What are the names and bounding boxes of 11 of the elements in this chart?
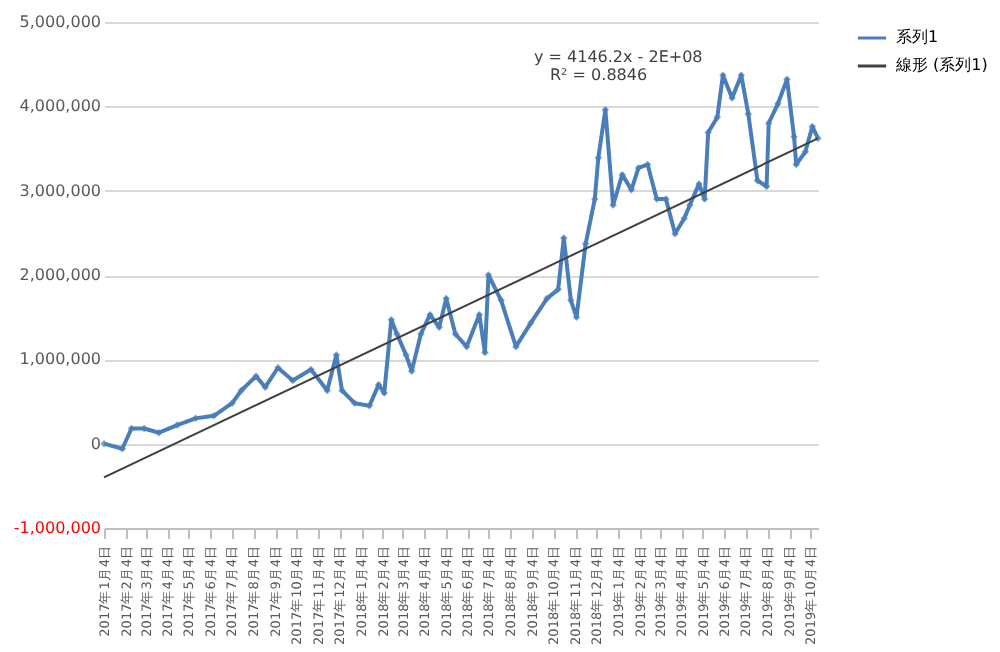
y-tick-label: 4,000,000 xyxy=(19,97,101,116)
annotation: R² = 0.8846 xyxy=(550,66,648,84)
annotation: y = 4146.2x - 2E+08 xyxy=(534,48,703,66)
y-tick-label: 2,000,000 xyxy=(19,266,101,284)
legend-label: 線形 (系列1) xyxy=(894,56,988,74)
y-tick-label: -1,000,000 xyxy=(13,519,101,537)
legend-label: 系列1 xyxy=(896,28,939,46)
y-tick-label: 5,000,000 xyxy=(19,13,101,31)
y-tick-label: 3,000,000 xyxy=(19,181,101,200)
y-tick-label: 1,000,000 xyxy=(19,350,101,369)
y-tick-label: 0 xyxy=(90,434,101,453)
